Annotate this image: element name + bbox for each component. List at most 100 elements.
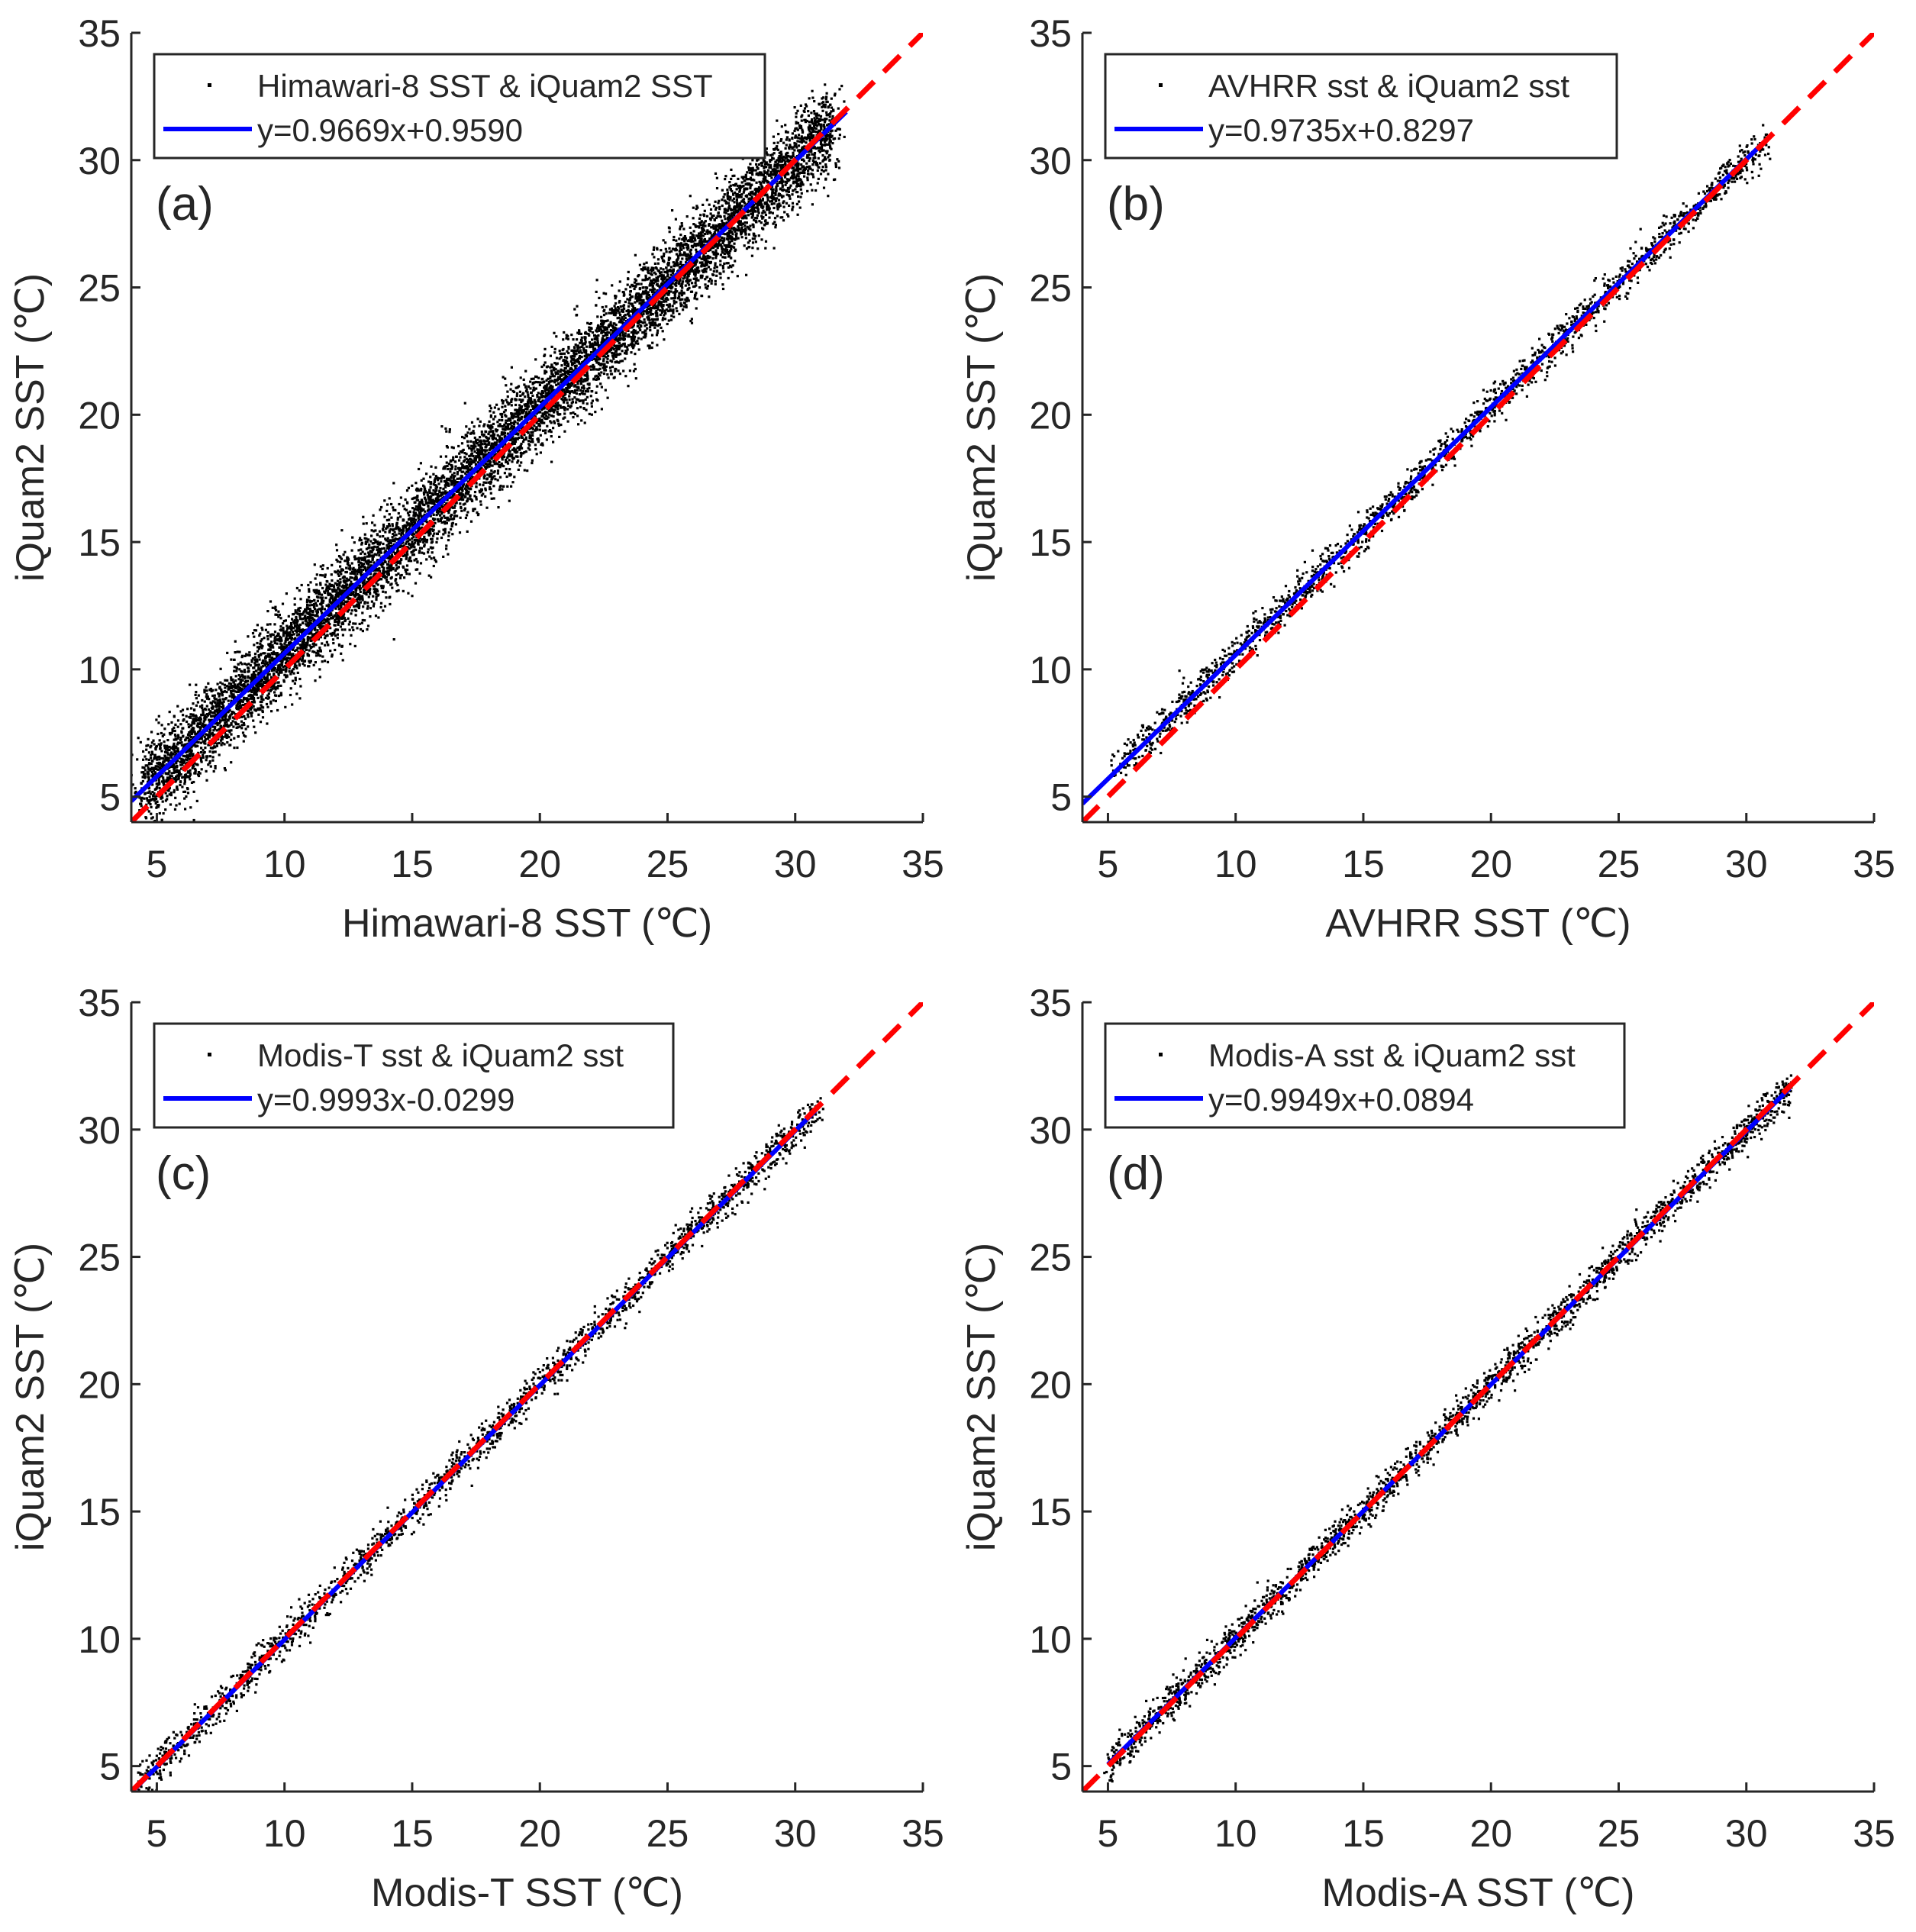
scatter-point xyxy=(733,246,736,249)
scatter-point xyxy=(296,647,299,650)
scatter-point xyxy=(666,322,669,326)
scatter-point xyxy=(188,731,191,734)
scatter-point xyxy=(411,540,414,543)
scatter-point xyxy=(709,231,712,235)
scatter-point xyxy=(429,514,432,518)
scatter-point xyxy=(468,454,471,457)
scatter-point xyxy=(328,598,331,602)
scatter-point xyxy=(436,518,440,521)
scatter-point xyxy=(558,435,561,438)
scatter-point xyxy=(595,391,598,394)
scatter-point xyxy=(153,792,156,795)
scatter-point xyxy=(678,237,681,240)
scatter-point xyxy=(695,234,698,237)
scatter-point xyxy=(779,154,782,157)
scatter-point xyxy=(303,664,306,667)
scatter-point xyxy=(367,563,370,566)
scatter-point xyxy=(699,223,702,227)
scatter-point xyxy=(218,703,221,706)
scatter-point xyxy=(821,118,824,121)
scatter-point xyxy=(412,521,415,524)
scatter-point xyxy=(719,260,722,263)
scatter-point xyxy=(608,331,611,334)
scatter-point xyxy=(512,438,515,441)
scatter-point xyxy=(754,202,757,205)
scatter-point xyxy=(678,266,681,269)
scatter-point xyxy=(367,551,370,554)
scatter-point xyxy=(519,451,522,454)
scatter-point xyxy=(488,437,491,440)
scatter-point xyxy=(343,617,346,620)
scatter-point xyxy=(747,233,750,236)
scatter-point xyxy=(243,669,246,672)
scatter-point xyxy=(816,120,819,123)
scatter-point xyxy=(173,746,176,749)
scatter-point xyxy=(382,590,385,593)
scatter-point xyxy=(450,446,453,449)
scatter-point xyxy=(578,329,581,332)
scatter-point xyxy=(580,341,583,344)
scatter-point xyxy=(727,231,730,234)
scatter-point xyxy=(355,593,358,596)
scatter-point xyxy=(798,200,801,203)
scatter-point xyxy=(572,416,575,419)
scatter-point xyxy=(242,721,245,725)
scatter-point xyxy=(629,296,632,300)
scatter-point xyxy=(678,312,681,315)
scatter-point xyxy=(392,638,395,641)
scatter-point xyxy=(366,605,369,608)
scatter-point xyxy=(640,282,643,285)
scatter-point xyxy=(791,208,794,211)
scatter-point xyxy=(335,543,338,547)
scatter-point xyxy=(729,218,732,221)
scatter-point xyxy=(313,590,316,594)
scatter-point xyxy=(827,156,830,159)
scatter-point xyxy=(544,394,547,397)
scatter-point xyxy=(569,371,572,374)
scatter-point xyxy=(396,518,399,521)
scatter-point xyxy=(433,504,436,507)
scatter-point xyxy=(228,695,231,698)
scatter-point xyxy=(478,440,481,443)
scatter-point xyxy=(155,718,158,721)
scatter-point xyxy=(679,234,682,237)
scatter-point xyxy=(720,239,723,242)
scatter-point xyxy=(440,477,443,480)
scatter-point xyxy=(492,437,495,440)
scatter-point xyxy=(561,389,564,392)
scatter-point xyxy=(641,269,644,272)
scatter-point xyxy=(666,275,669,278)
scatter-point xyxy=(675,253,679,256)
scatter-point xyxy=(187,756,190,760)
scatter-point xyxy=(367,577,370,580)
scatter-point xyxy=(192,702,195,705)
scatter-point xyxy=(404,498,407,502)
scatter-point xyxy=(308,618,311,622)
scatter-point xyxy=(407,486,410,489)
scatter-point xyxy=(488,465,491,468)
scatter-point xyxy=(739,230,743,233)
scatter-point xyxy=(285,592,288,595)
scatter-point xyxy=(292,668,295,671)
scatter-point xyxy=(338,592,341,595)
scatter-point xyxy=(364,540,367,543)
scatter-point xyxy=(550,386,553,389)
scatter-point xyxy=(503,436,506,439)
scatter-point xyxy=(163,733,166,736)
scatter-point xyxy=(437,512,440,515)
scatter-point xyxy=(540,378,544,381)
scatter-point xyxy=(399,544,402,547)
scatter-point xyxy=(578,346,581,349)
scatter-point xyxy=(313,608,317,611)
scatter-point xyxy=(423,545,426,548)
scatter-point xyxy=(584,338,587,341)
scatter-point xyxy=(811,96,814,99)
scatter-point xyxy=(158,758,161,761)
scatter-point xyxy=(701,231,704,234)
scatter-point xyxy=(550,380,553,383)
scatter-point xyxy=(203,715,206,718)
scatter-point xyxy=(626,283,629,286)
scatter-point xyxy=(703,259,706,262)
scatter-point xyxy=(395,589,398,593)
scatter-point xyxy=(512,426,516,429)
